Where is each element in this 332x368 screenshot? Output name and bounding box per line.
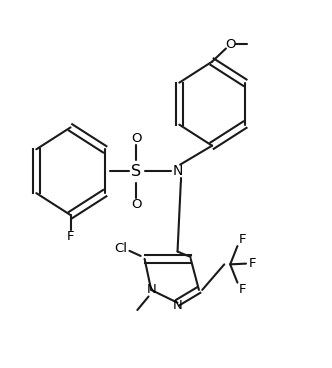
- Text: N: N: [146, 283, 156, 296]
- Text: F: F: [67, 230, 74, 243]
- Text: O: O: [131, 132, 142, 145]
- Text: F: F: [249, 257, 256, 270]
- Text: S: S: [131, 164, 141, 179]
- Text: N: N: [173, 299, 182, 312]
- Text: O: O: [131, 198, 142, 210]
- Text: O: O: [225, 38, 235, 51]
- Text: Cl: Cl: [115, 242, 127, 255]
- Text: F: F: [239, 233, 246, 246]
- Text: F: F: [239, 283, 246, 296]
- Text: N: N: [172, 164, 183, 178]
